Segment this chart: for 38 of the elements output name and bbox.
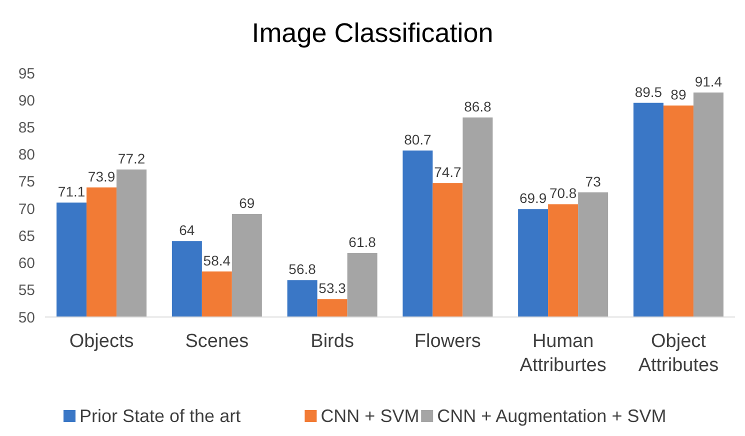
data-label: 73 bbox=[585, 173, 602, 190]
data-label: 69 bbox=[239, 194, 255, 211]
chart-title: Image Classification bbox=[252, 18, 494, 48]
data-label: 58.4 bbox=[203, 252, 231, 268]
legend-label: Prior State of the art bbox=[80, 406, 241, 426]
data-label: 77.2 bbox=[118, 150, 146, 167]
y-tick-label: 65 bbox=[18, 228, 35, 245]
x-tick-label: Flowers bbox=[414, 331, 481, 352]
data-label: 89 bbox=[670, 86, 686, 103]
data-label: 53.3 bbox=[318, 280, 346, 296]
y-tick-label: 60 bbox=[18, 255, 35, 272]
y-tick-label: 50 bbox=[18, 309, 35, 326]
data-label: 80.7 bbox=[404, 132, 432, 148]
data-label: 70.8 bbox=[549, 185, 577, 202]
data-label: 74.7 bbox=[434, 164, 462, 180]
x-tick-label: Birds bbox=[310, 331, 354, 352]
data-label: 91.4 bbox=[694, 74, 722, 90]
y-tick-label: 95 bbox=[18, 65, 35, 82]
x-tick-label: Objects bbox=[69, 331, 134, 352]
data-label: 69.9 bbox=[519, 190, 547, 206]
y-tick-label: 55 bbox=[18, 282, 35, 300]
data-label: 56.8 bbox=[288, 261, 316, 278]
data-label: 71.1 bbox=[58, 184, 86, 200]
y-tick-label: 80 bbox=[18, 146, 35, 164]
data-label: 73.9 bbox=[88, 168, 116, 184]
data-label: 86.8 bbox=[464, 98, 492, 114]
legend-label: CNN + SVM bbox=[320, 406, 420, 426]
data-label: 64 bbox=[179, 222, 195, 238]
y-tick-label: 85 bbox=[18, 119, 35, 136]
x-tick-label: Object Attributes bbox=[638, 331, 719, 376]
data-label: 89.5 bbox=[634, 84, 662, 100]
x-tick-label: Scenes bbox=[185, 331, 249, 352]
legend-label: CNN + Augmentation + SVM bbox=[437, 406, 666, 426]
data-label: 61.8 bbox=[348, 234, 376, 250]
y-tick-label: 75 bbox=[18, 174, 35, 191]
y-tick-label: 70 bbox=[18, 200, 35, 218]
x-tick-label: Human Attriburtes bbox=[520, 331, 606, 376]
y-tick-label: 90 bbox=[18, 92, 35, 110]
